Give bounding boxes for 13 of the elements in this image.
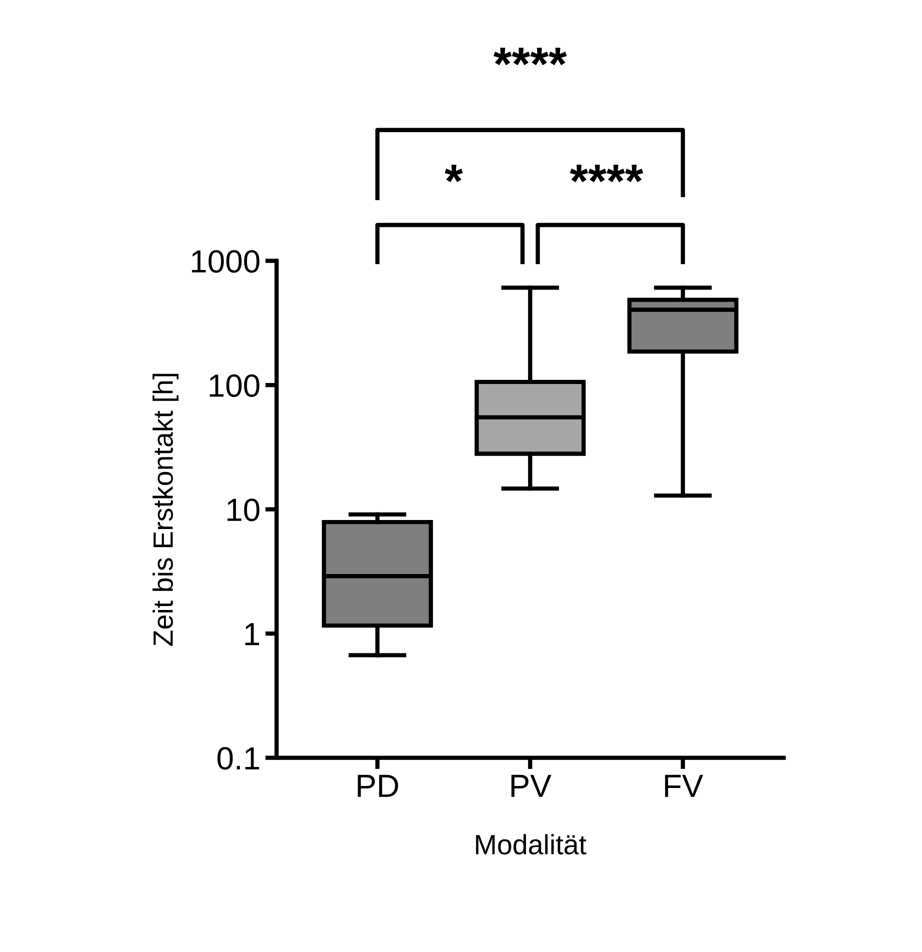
y-tick-label: 0.1 bbox=[217, 747, 260, 770]
x-tick-label: FV bbox=[665, 774, 704, 797]
y-tick-label: 1000 bbox=[192, 250, 260, 273]
text: **** bbox=[570, 164, 644, 182]
x-axis-title: Modalität bbox=[476, 834, 586, 854]
text: **** bbox=[494, 48, 567, 66]
y-axis-title: Zeit bis Erstkontakt [h] bbox=[152, 374, 178, 646]
y-tick-label: 1 bbox=[245, 623, 260, 646]
text: * bbox=[444, 164, 463, 182]
x-tick-label: PV bbox=[511, 774, 552, 797]
x-tick-label: PD bbox=[358, 774, 398, 797]
y-tick-label: 10 bbox=[228, 498, 260, 522]
y-tick-label: 100 bbox=[210, 374, 260, 397]
